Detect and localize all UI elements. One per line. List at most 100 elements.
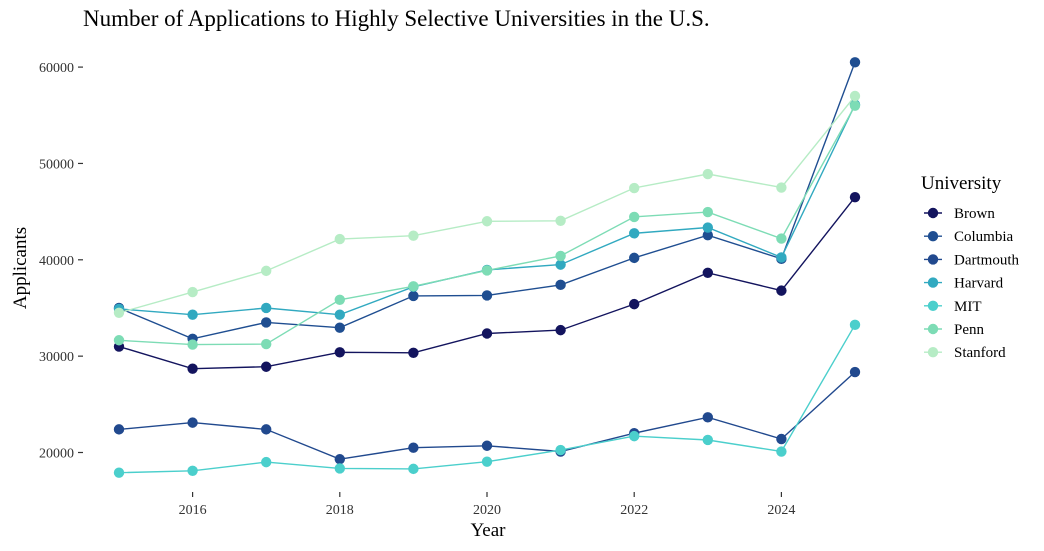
legend-item-brown: Brown bbox=[924, 206, 995, 222]
legend-item-harvard: Harvard bbox=[924, 276, 1004, 292]
data-point bbox=[849, 90, 861, 102]
x-axis-title: Year bbox=[470, 520, 506, 541]
data-point bbox=[629, 182, 640, 194]
data-point bbox=[113, 335, 125, 346]
data-point bbox=[776, 182, 787, 193]
legend-label: Penn bbox=[954, 322, 985, 338]
data-point bbox=[555, 250, 566, 262]
data-point bbox=[702, 168, 713, 180]
data-point bbox=[187, 339, 198, 350]
legend-label: MIT bbox=[954, 299, 982, 315]
data-point bbox=[187, 465, 198, 477]
data-point bbox=[408, 290, 419, 302]
data-point bbox=[481, 216, 493, 227]
data-point bbox=[334, 294, 345, 305]
data-point bbox=[849, 100, 861, 111]
series-dartmouth bbox=[113, 366, 861, 465]
data-point bbox=[629, 211, 640, 223]
data-point bbox=[334, 309, 345, 320]
series-columbia bbox=[113, 57, 861, 345]
data-point bbox=[408, 442, 419, 453]
data-point bbox=[849, 319, 861, 331]
data-point bbox=[629, 252, 640, 264]
y-tick-label: 20000 bbox=[39, 447, 74, 462]
data-point bbox=[702, 230, 713, 241]
legend-key-point bbox=[927, 277, 939, 288]
legend-title: University bbox=[921, 173, 1002, 194]
legend-key-point bbox=[927, 323, 939, 335]
data-point bbox=[408, 230, 419, 241]
data-point bbox=[555, 215, 566, 226]
legend-key-point bbox=[927, 207, 939, 219]
series-stanford bbox=[113, 90, 861, 318]
data-point bbox=[776, 433, 787, 445]
data-point bbox=[481, 265, 493, 276]
data-point bbox=[555, 279, 566, 291]
data-point bbox=[113, 467, 125, 478]
data-point bbox=[702, 206, 713, 218]
data-point bbox=[702, 222, 713, 233]
y-tick-label: 60000 bbox=[39, 61, 74, 76]
data-point bbox=[702, 267, 713, 279]
series-line bbox=[118, 104, 856, 316]
y-axis-title: Applicants bbox=[10, 227, 31, 309]
data-point bbox=[261, 302, 272, 314]
data-point bbox=[408, 281, 419, 292]
legend-label: Brown bbox=[954, 206, 995, 222]
data-point bbox=[629, 430, 640, 442]
legend-item-dartmouth: Dartmouth bbox=[924, 252, 1019, 268]
data-point bbox=[113, 307, 125, 318]
legend-item-stanford: Stanford bbox=[924, 345, 1006, 361]
series-harvard bbox=[113, 99, 861, 320]
x-axis: 2016 2018 2020 2022 2024 bbox=[179, 492, 795, 518]
series-penn bbox=[113, 100, 861, 350]
data-point bbox=[849, 366, 861, 378]
data-point bbox=[629, 298, 640, 310]
data-point bbox=[187, 363, 198, 374]
data-point bbox=[261, 265, 272, 277]
data-point bbox=[776, 285, 787, 296]
x-tick-label: 2024 bbox=[767, 503, 795, 518]
data-point bbox=[555, 259, 566, 270]
legend-key-point bbox=[927, 231, 939, 242]
data-point bbox=[481, 328, 493, 339]
plot-area bbox=[113, 57, 861, 478]
data-point bbox=[334, 233, 345, 245]
data-point bbox=[702, 412, 713, 423]
legend-key-point bbox=[927, 347, 939, 358]
y-axis: 20000 30000 40000 50000 60000 bbox=[39, 61, 83, 462]
legend-label: Stanford bbox=[954, 345, 1006, 361]
y-tick-label: 50000 bbox=[39, 157, 74, 172]
legend-key-point bbox=[927, 300, 939, 311]
data-point bbox=[555, 444, 566, 456]
data-point bbox=[849, 191, 861, 203]
data-point bbox=[776, 446, 787, 457]
data-point bbox=[481, 456, 493, 467]
y-tick-label: 40000 bbox=[39, 254, 74, 269]
data-point bbox=[555, 324, 566, 336]
data-point bbox=[408, 347, 419, 358]
legend-item-penn: Penn bbox=[924, 322, 985, 338]
legend-label: Harvard bbox=[954, 276, 1004, 292]
data-point bbox=[187, 309, 198, 320]
legend-item-columbia: Columbia bbox=[924, 229, 1014, 245]
data-point bbox=[187, 286, 198, 298]
data-point bbox=[776, 233, 787, 244]
data-point bbox=[629, 228, 640, 239]
x-tick-label: 2018 bbox=[326, 503, 354, 518]
data-point bbox=[334, 463, 345, 474]
data-point bbox=[113, 424, 125, 435]
series-line bbox=[118, 95, 856, 314]
legend-label: Columbia bbox=[954, 229, 1014, 245]
x-tick-label: 2016 bbox=[179, 503, 207, 518]
data-point bbox=[481, 440, 493, 451]
data-point bbox=[481, 290, 493, 301]
data-point bbox=[776, 252, 787, 263]
series-brown bbox=[113, 191, 861, 374]
series-mit bbox=[113, 319, 861, 478]
data-point bbox=[261, 338, 272, 350]
y-tick-label: 30000 bbox=[39, 350, 74, 365]
data-point bbox=[334, 454, 345, 465]
x-tick-label: 2022 bbox=[620, 503, 648, 518]
